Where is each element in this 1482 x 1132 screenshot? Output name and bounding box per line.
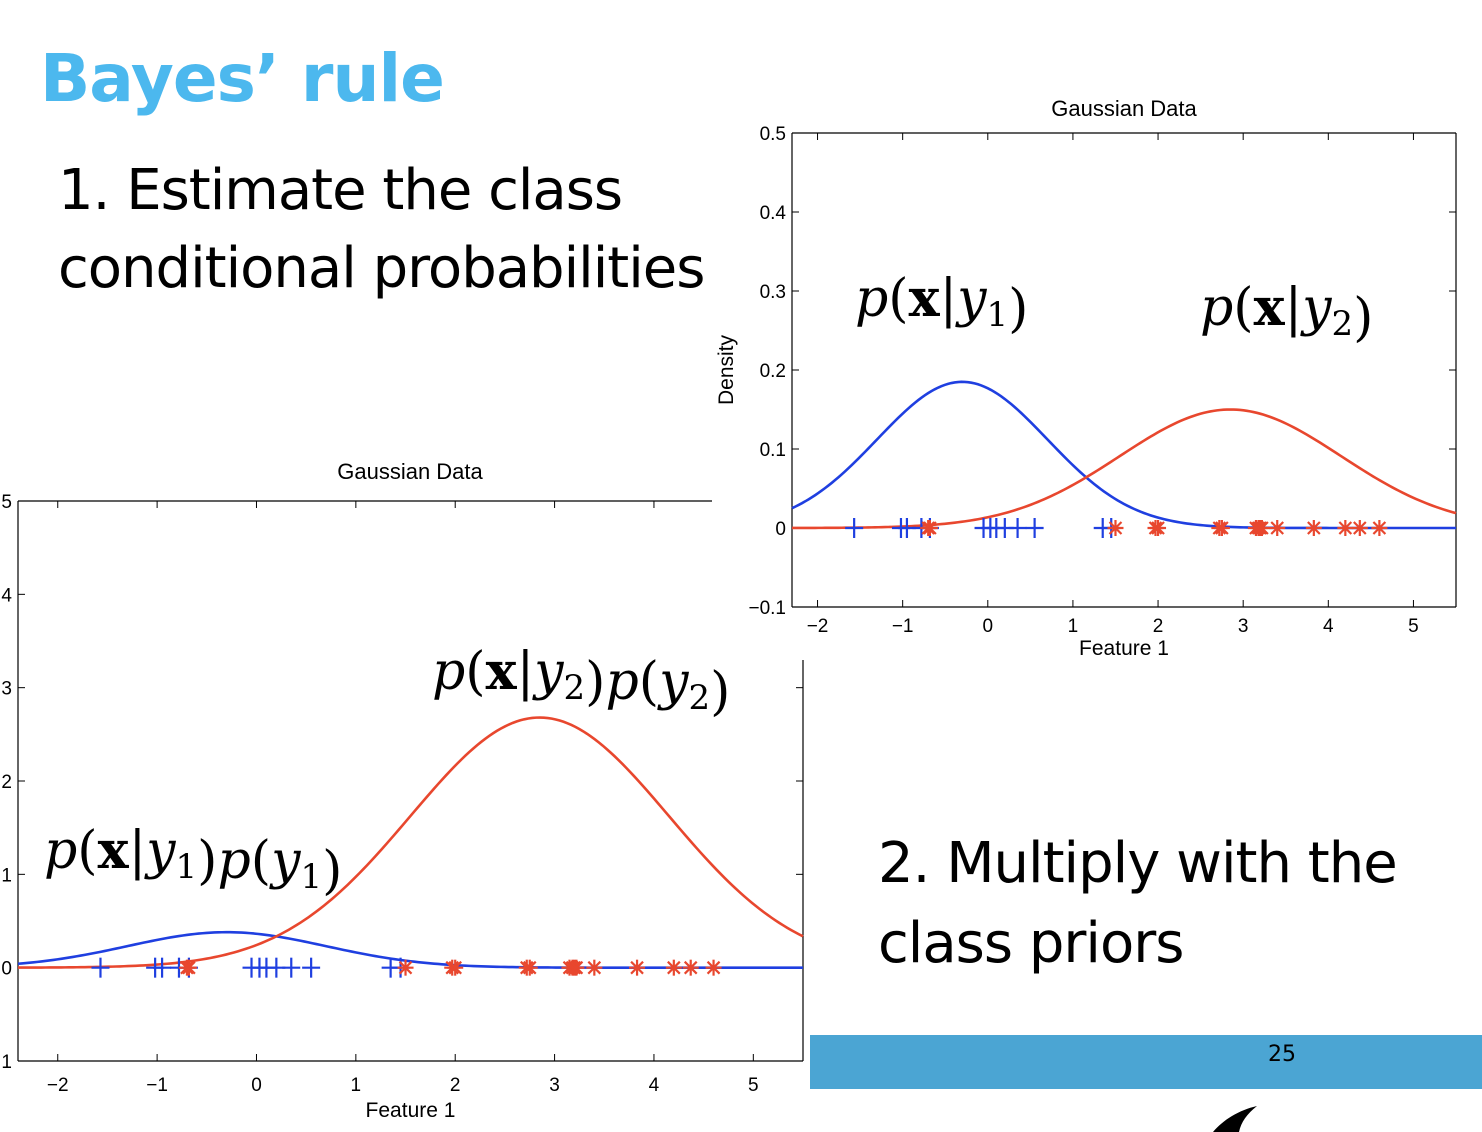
y-tick-label: 0 <box>1 959 12 980</box>
y-tick-label: 1 <box>1 1052 12 1073</box>
y-tick-label: 1 <box>1 865 12 886</box>
sample-marker-class2 <box>1305 520 1322 536</box>
footer-bar <box>810 1035 1482 1089</box>
y-tick-label: 0.3 <box>760 282 786 303</box>
y-tick-label: 2 <box>1 772 12 793</box>
y-tick-label: 0 <box>775 519 786 540</box>
series-label: p(x|y2)p(y2) <box>432 641 730 722</box>
sample-marker-class2 <box>1107 520 1124 536</box>
x-tick-label: 3 <box>549 1075 560 1096</box>
step2-text: 2. Multiply with the class priors <box>878 831 1398 976</box>
sample-marker-class2 <box>705 959 722 976</box>
sample-marker-class2 <box>1337 520 1354 536</box>
chart-title: Gaussian Data <box>337 459 483 484</box>
sample-marker-class2 <box>568 959 585 976</box>
page-number: 25 <box>1268 1042 1296 1067</box>
y-tick-label: 3 <box>1 679 12 700</box>
series-curve-2 <box>18 716 804 969</box>
sample-marker-class2 <box>629 959 646 976</box>
series-label: p(x|y1) <box>855 268 1028 339</box>
sample-marker-class2 <box>1150 520 1167 536</box>
sample-marker-class2 <box>447 959 464 976</box>
y-tick-label: 0.5 <box>760 124 786 145</box>
sample-marker-class2 <box>682 959 699 976</box>
y-tick-label: 4 <box>1 585 12 606</box>
sample-marker-class2 <box>180 959 197 976</box>
x-tick-label: −1 <box>146 1075 168 1096</box>
step1-text: 1. Estimate the class conditional probab… <box>58 158 705 301</box>
sample-marker-class2 <box>665 959 682 976</box>
x-tick-label: −2 <box>807 616 829 637</box>
sample-marker-class1 <box>1025 518 1044 538</box>
y-tick-label: −0.1 <box>748 598 786 619</box>
x-tick-label: 3 <box>1238 616 1249 637</box>
sample-marker-class2 <box>1253 520 1270 536</box>
x-tick-label: 5 <box>1408 616 1419 637</box>
x-tick-label: 4 <box>1323 616 1334 637</box>
sample-marker-class1 <box>282 957 301 978</box>
series-curve-1 <box>791 380 1456 530</box>
x-tick-label: 5 <box>748 1075 759 1096</box>
sample-marker-class2 <box>1213 520 1230 536</box>
sample-marker-class2 <box>521 959 538 976</box>
sample-marker-class1 <box>91 957 110 978</box>
x-axis-label: Feature 1 <box>366 1099 456 1122</box>
logo-icon <box>1213 1106 1257 1132</box>
y-axis-label: Density <box>715 334 738 405</box>
series-curve-2 <box>792 408 1457 530</box>
y-tick-label: 0.2 <box>760 361 786 382</box>
series-label: p(x|y2) <box>1200 277 1373 348</box>
chart-title: Gaussian Data <box>1051 96 1197 121</box>
chart-class-prior-weighted: Gaussian Data −2 −1 0 1 2 3 4 5 1 0 1 2 3 4 5 Feature 1 p… <box>1 459 804 1122</box>
x-tick-label: −2 <box>47 1075 69 1096</box>
sample-marker-class2 <box>397 959 414 976</box>
y-tick-label: 5 <box>1 492 12 513</box>
sample-marker-class2 <box>1269 520 1286 536</box>
slide-title: Bayes’ rule <box>40 40 445 117</box>
sample-marker-class1 <box>302 957 321 978</box>
x-tick-label: 0 <box>251 1075 262 1096</box>
x-tick-label: 1 <box>1068 616 1079 637</box>
sample-marker-class2 <box>586 959 603 976</box>
series-label: p(x|y1)p(y1) <box>44 820 342 901</box>
x-tick-label: 1 <box>351 1075 362 1096</box>
sample-marker-class1 <box>845 518 864 538</box>
x-tick-label: 4 <box>649 1075 660 1096</box>
x-tick-label: −1 <box>892 616 914 637</box>
sample-marker-class1 <box>1008 518 1027 538</box>
sample-marker-class1 <box>153 957 172 978</box>
x-tick-label: 2 <box>450 1075 461 1096</box>
sample-marker-class2 <box>1371 520 1388 536</box>
y-tick-label: 0.1 <box>760 440 786 461</box>
x-tick-label: 2 <box>1153 616 1164 637</box>
x-tick-label: 0 <box>983 616 994 637</box>
sample-marker-class2 <box>921 520 938 536</box>
sample-marker-class2 <box>1351 520 1368 536</box>
x-axis-label: Feature 1 <box>1079 637 1169 660</box>
y-tick-label: 0.4 <box>760 203 787 224</box>
chart-class-conditional: Gaussian Data −2 −1 0 1 2 3 4 5 −0.1 0 0.1 0.2 0.3 0.4… <box>715 96 1457 660</box>
